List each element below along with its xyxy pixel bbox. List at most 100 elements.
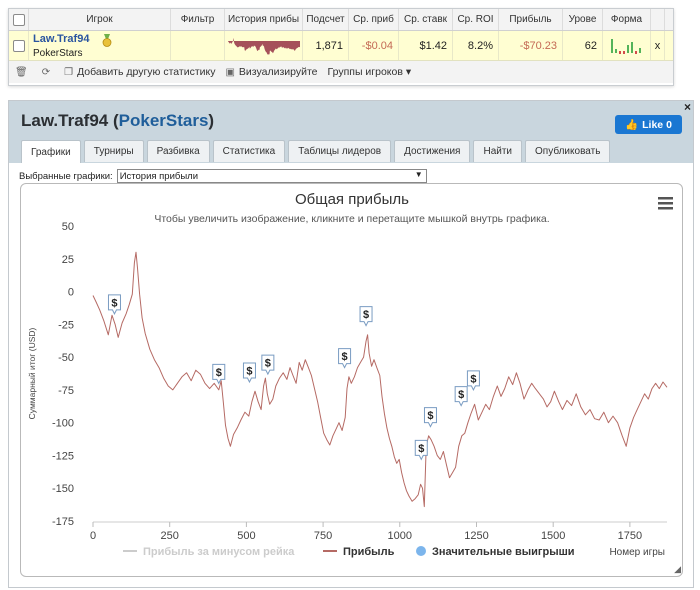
chart-select[interactable]: История прибыли ▼ — [116, 169, 427, 183]
legend-item-big-wins[interactable]: Значительные выигрыши — [416, 546, 575, 558]
x-tick-label: 1000 — [388, 530, 412, 542]
header-avg-roi[interactable]: Ср. ROI — [453, 9, 499, 30]
y-axis-label: Суммарный итог (USD) — [27, 327, 37, 419]
big-win-marker[interactable]: $ — [107, 294, 121, 315]
avg-profit-value: -$0.04 — [349, 31, 399, 60]
y-tick-label: 50 — [62, 221, 74, 233]
player-groups-menu[interactable]: Группы игроков ▾ — [327, 66, 412, 78]
big-win-marker[interactable]: $ — [359, 306, 373, 327]
tab-find[interactable]: Найти — [473, 140, 523, 162]
panel-site-link[interactable]: PokerStars — [118, 111, 209, 130]
table-row[interactable]: Law.Traf94 PokerStars 1,871 -$0.04 $1.42… — [9, 31, 673, 61]
big-win-marker[interactable]: $ — [423, 407, 437, 428]
svg-text:Значительные выигрыши: Значительные выигрыши — [432, 546, 575, 558]
header-filter[interactable]: Фильтр — [171, 9, 225, 30]
tab-tournaments[interactable]: Турниры — [83, 140, 144, 162]
avg-stake-value: $1.42 — [399, 31, 453, 60]
x-tick-label: 250 — [161, 530, 179, 542]
chart-select-value: История прибыли — [119, 170, 199, 182]
tab-publish[interactable]: Опубликовать — [525, 140, 611, 162]
tab-charts[interactable]: Графики — [21, 140, 81, 163]
big-win-marker[interactable]: $ — [454, 386, 468, 407]
close-icon[interactable]: × — [683, 100, 691, 114]
player-panel: Law.Traf94 (PokerStars) 👍 Like 0 × Графи… — [8, 100, 694, 588]
remove-row-button[interactable]: x — [651, 31, 665, 60]
panel-player-name: Law.Traf94 — [21, 111, 109, 130]
tab-achievements[interactable]: Достижения — [394, 140, 471, 162]
like-label: Like 0 — [642, 118, 672, 131]
player-stats-grid: Игрок Фильтр История прибы Подсчет Ср. п… — [8, 8, 674, 86]
svg-text:$: $ — [458, 389, 464, 401]
header-spacer — [651, 9, 665, 30]
y-tick-label: -100 — [52, 418, 74, 430]
header-count[interactable]: Подсчет — [303, 9, 349, 30]
select-all-checkbox[interactable] — [9, 9, 29, 30]
y-tick-label: -50 — [58, 352, 74, 364]
visualize-label: Визуализируйте — [238, 66, 318, 78]
grid-header: Игрок Фильтр История прибы Подсчет Ср. п… — [9, 9, 673, 31]
svg-text:Прибыль за минусом рейка: Прибыль за минусом рейка — [143, 546, 295, 558]
tab-leaderboards[interactable]: Таблицы лидеров — [288, 140, 392, 162]
big-win-marker[interactable]: $ — [242, 362, 256, 384]
x-tick-label: 1500 — [541, 530, 565, 542]
chevron-down-icon: ▼ — [414, 170, 423, 179]
tab-statistics[interactable]: Статистика — [212, 140, 286, 162]
svg-text:$: $ — [246, 366, 252, 378]
picture-icon: ▣ — [225, 66, 235, 78]
resize-grip-icon[interactable]: ◢ — [674, 564, 681, 574]
tab-breakdown[interactable]: Разбивка — [146, 140, 210, 162]
refresh-icon[interactable]: ⟳ — [41, 66, 51, 78]
header-form[interactable]: Форма — [603, 9, 651, 30]
profit-series-line[interactable] — [92, 251, 668, 508]
big-win-marker[interactable]: $ — [212, 363, 226, 385]
y-tick-label: -25 — [58, 319, 74, 331]
profit-chart-svg[interactable]: Общая прибыль Чтобы увеличить изображение… — [21, 184, 684, 578]
header-avg-profit[interactable]: Ср. приб — [349, 9, 399, 30]
big-win-marker[interactable]: $ — [466, 370, 480, 392]
header-avg-stake[interactable]: Ср. ставк — [399, 9, 453, 30]
x-tick-label: 0 — [90, 530, 96, 542]
delete-icon[interactable]: 🗑 — [15, 66, 28, 78]
window-icon: ❐ — [64, 66, 74, 78]
sparkline-chart — [227, 37, 300, 55]
y-tick-label: -150 — [52, 483, 74, 495]
filter-cell[interactable] — [171, 31, 225, 60]
svg-text:$: $ — [216, 367, 222, 379]
chart-title: Общая прибыль — [295, 191, 409, 208]
facebook-like-button[interactable]: 👍 Like 0 — [615, 115, 682, 134]
legend-item-profit[interactable]: Прибыль — [323, 546, 395, 558]
big-win-marker[interactable]: $ — [414, 439, 428, 461]
svg-text:$: $ — [363, 309, 369, 321]
x-tick-label: 750 — [314, 530, 332, 542]
chart-selector-row: Выбранные графики: История прибыли ▼ — [19, 169, 427, 183]
count-value: 1,871 — [303, 31, 349, 60]
selected-charts-label: Выбранные графики: — [19, 170, 113, 182]
hamburger-icon[interactable] — [658, 197, 673, 210]
svg-text:$: $ — [111, 297, 117, 309]
avg-roi-value: 8.2% — [453, 31, 499, 60]
grid-toolbar: 🗑 ⟳ ❐ Добавить другую статистику ▣ Визуали… — [9, 61, 673, 83]
visualize-button[interactable]: ▣ Визуализируйте — [225, 66, 317, 78]
profit-value: -$70.23 — [499, 31, 563, 60]
panel-tabs: Графики Турниры Разбивка Статистика Табл… — [21, 140, 613, 163]
y-tick-label: -175 — [52, 516, 74, 528]
form-bars — [603, 31, 651, 60]
thumbs-up-icon: 👍 — [625, 119, 639, 131]
header-player[interactable]: Игрок — [29, 9, 171, 30]
legend-item-profit-minus-rake[interactable]: Прибыль за минусом рейка — [123, 546, 295, 558]
row-checkbox[interactable] — [9, 31, 29, 60]
big-win-marker[interactable]: $ — [338, 348, 352, 369]
x-tick-label: 1250 — [464, 530, 488, 542]
profit-chart[interactable]: Общая прибыль Чтобы увеличить изображение… — [20, 183, 683, 577]
panel-header: Law.Traf94 (PokerStars) 👍 Like 0 × Графи… — [9, 100, 693, 163]
svg-text:Прибыль: Прибыль — [343, 546, 395, 558]
level-value: 62 — [563, 31, 603, 60]
player-link[interactable]: Law.Traf94 — [33, 32, 90, 45]
header-level[interactable]: Урове — [563, 9, 603, 30]
big-win-marker[interactable]: $ — [261, 354, 275, 376]
svg-text:$: $ — [427, 410, 433, 422]
add-stats-button[interactable]: ❐ Добавить другую статистику — [64, 66, 215, 78]
header-profit-history[interactable]: История прибы — [225, 9, 303, 30]
svg-text:$: $ — [265, 358, 271, 370]
header-profit[interactable]: Прибыль — [499, 9, 563, 30]
